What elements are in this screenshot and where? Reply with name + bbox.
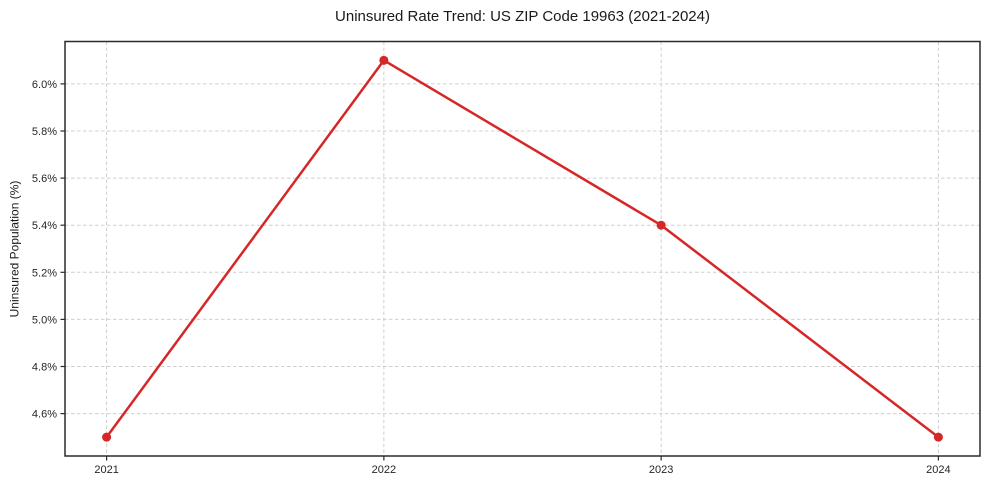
y-tick-label: 4.6% bbox=[32, 409, 57, 421]
data-point-2022 bbox=[379, 55, 389, 65]
y-tick-label: 5.0% bbox=[32, 314, 57, 326]
x-tick-label: 2023 bbox=[649, 464, 673, 476]
chart-title: Uninsured Rate Trend: US ZIP Code 19963 … bbox=[335, 8, 710, 25]
y-tick-label: 4.8% bbox=[32, 362, 57, 374]
plot-frame bbox=[64, 40, 981, 457]
x-tick-label: 2024 bbox=[926, 464, 950, 476]
trend-line bbox=[105, 59, 940, 439]
data-point-2023 bbox=[656, 220, 666, 230]
y-tick-label: 5.4% bbox=[32, 220, 57, 232]
data-point-2021 bbox=[102, 432, 112, 442]
y-tick-label: 5.8% bbox=[32, 126, 57, 138]
data-point-2024 bbox=[933, 432, 943, 442]
y-tick-label: 6.0% bbox=[32, 79, 57, 91]
y-tick-label: 5.2% bbox=[32, 267, 57, 279]
y-tick-label: 5.6% bbox=[32, 173, 57, 185]
x-tick-label: 2022 bbox=[372, 464, 396, 476]
x-tick-label: 2021 bbox=[94, 464, 118, 476]
